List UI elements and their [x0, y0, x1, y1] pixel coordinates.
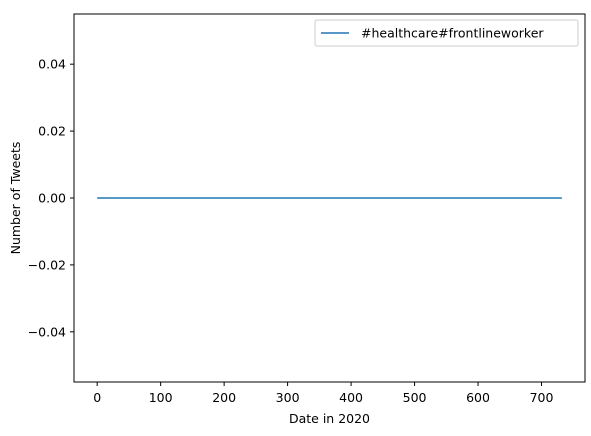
x-tick-label: 700	[530, 390, 554, 405]
x-tick-label: 500	[403, 390, 427, 405]
legend-box	[314, 19, 579, 47]
y-axis-label: Number of Tweets	[8, 142, 23, 255]
x-tick-label: 0	[93, 390, 101, 405]
x-tick-label: 400	[339, 390, 363, 405]
legend-label: #healthcare#frontlineworker	[361, 26, 544, 41]
y-tick-label: 0.04	[38, 57, 66, 72]
x-axis-ticks: 0 100 200 300 400 500 600 700	[93, 382, 553, 405]
y-tick-label: 0.00	[38, 191, 66, 206]
x-axis-label: Date in 2020	[289, 411, 370, 426]
y-tick-label: −0.02	[28, 257, 66, 272]
legend: #healthcare#frontlineworker	[314, 19, 579, 47]
x-tick-label: 300	[276, 390, 300, 405]
y-axis-ticks: −0.04 −0.02 0.00 0.02 0.04	[28, 57, 74, 339]
y-tick-label: 0.02	[38, 124, 66, 139]
y-tick-label: −0.04	[28, 324, 66, 339]
x-tick-label: 200	[212, 390, 236, 405]
x-tick-label: 600	[466, 390, 490, 405]
x-tick-label: 100	[149, 390, 173, 405]
